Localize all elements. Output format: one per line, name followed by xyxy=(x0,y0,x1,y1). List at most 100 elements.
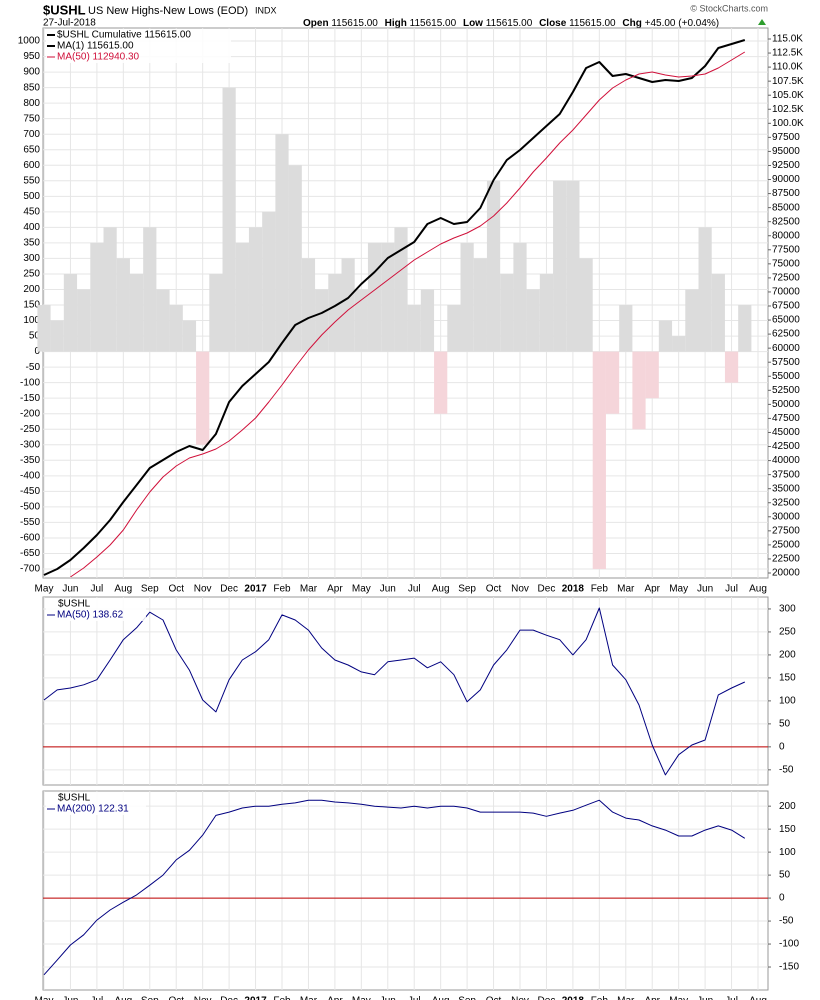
histogram-bar xyxy=(420,289,435,352)
plot-frame xyxy=(42,596,769,786)
y2-tick-label: 50000 xyxy=(772,399,800,410)
x-tick-label: Dec xyxy=(220,996,238,1000)
ohlc-label: Close xyxy=(539,18,567,29)
histogram-bar xyxy=(539,273,554,352)
y-tick-label: -150 xyxy=(779,962,799,973)
y-tick-label: -100 xyxy=(20,377,40,388)
histogram-bar xyxy=(605,351,620,414)
x-tick-label: 2018 xyxy=(562,584,585,595)
x-tick-label: May xyxy=(352,996,371,1000)
y-tick-label: -50 xyxy=(779,764,794,775)
x-tick-label: Sep xyxy=(141,584,159,595)
histogram-bar xyxy=(460,242,474,352)
histogram-bar xyxy=(645,351,659,399)
x-tick-label: Dec xyxy=(538,996,556,1000)
x-tick-label: Nov xyxy=(511,584,529,595)
y-tick-label: 200 xyxy=(23,284,40,295)
x-tick-label: Jul xyxy=(90,996,103,1000)
y-tick-label: -700 xyxy=(20,564,40,575)
symbol-name: US New Highs-New Lows (EOD) xyxy=(88,5,248,17)
histogram-bar xyxy=(248,227,263,352)
legend-label: MA(50) 138.62 xyxy=(57,610,124,621)
histogram-bar xyxy=(143,227,157,352)
histogram-bar xyxy=(77,289,91,352)
histogram-bar xyxy=(724,351,739,383)
histogram-bar xyxy=(672,336,686,352)
x-tick-label: Feb xyxy=(273,584,291,595)
y-tick-label: 250 xyxy=(23,269,40,280)
histogram-bar xyxy=(169,305,183,352)
x-tick-label: Mar xyxy=(300,584,318,595)
histogram-bar xyxy=(354,289,368,352)
y-tick-label: 700 xyxy=(23,129,40,140)
histogram-bar xyxy=(235,242,249,352)
y2-tick-label: 40000 xyxy=(772,455,800,466)
y-tick-label: 100 xyxy=(23,315,40,326)
x-tick-label: May xyxy=(35,996,54,1000)
histogram-bar xyxy=(116,258,130,352)
y-tick-label: 600 xyxy=(23,160,40,171)
x-tick-label: Dec xyxy=(538,584,556,595)
y-tick-label: -150 xyxy=(20,393,40,404)
ohlc-label: High xyxy=(385,18,407,29)
histogram-bar xyxy=(129,273,144,352)
legend-box xyxy=(46,792,146,815)
y-tick-label: 150 xyxy=(779,673,796,684)
y-tick-label: -600 xyxy=(20,533,40,544)
y-tick-label: 350 xyxy=(23,238,40,249)
x-tick-label: May xyxy=(669,584,688,595)
histogram-bar xyxy=(209,273,223,352)
y2-tick-label: 95000 xyxy=(772,146,800,157)
x-tick-label: Jun xyxy=(380,584,396,595)
y-tick-label: 200 xyxy=(779,650,796,661)
x-tick-label: Jun xyxy=(697,996,713,1000)
histogram-bar xyxy=(196,351,210,445)
x-tick-label: Apr xyxy=(644,584,660,595)
y2-tick-label: 67500 xyxy=(772,301,800,312)
histogram-bar xyxy=(486,180,501,352)
x-tick-label: Aug xyxy=(749,996,767,1000)
y2-tick-label: 92500 xyxy=(772,160,800,171)
x-tick-label: Oct xyxy=(486,996,502,1000)
y-tick-label: 1000 xyxy=(18,36,41,47)
y2-tick-label: 105.0K xyxy=(772,90,804,101)
histogram-bar xyxy=(63,273,78,352)
histogram-bar xyxy=(711,273,725,352)
y-tick-label: -650 xyxy=(20,548,40,559)
y-tick-label: 100 xyxy=(779,696,796,707)
legend-title: $USHL Cumulative 115615.00 xyxy=(57,30,191,41)
y2-tick-label: 22500 xyxy=(772,554,800,565)
y-tick-label: -50 xyxy=(26,362,41,373)
y2-tick-label: 47500 xyxy=(772,413,800,424)
histogram-bar xyxy=(222,87,236,352)
y-tick-label: 0 xyxy=(779,893,785,904)
y2-tick-label: 82500 xyxy=(772,216,800,227)
y-tick-label: 500 xyxy=(23,191,40,202)
ohlc-label: Chg xyxy=(622,18,641,29)
x-tick-label: May xyxy=(352,584,371,595)
x-tick-label: 2017 xyxy=(244,584,267,595)
y2-tick-label: 27500 xyxy=(772,525,800,536)
y-tick-label: -100 xyxy=(779,939,799,950)
y2-tick-label: 35000 xyxy=(772,483,800,494)
histogram-bar xyxy=(526,289,540,352)
legend-label: MA(200) 122.31 xyxy=(57,804,129,815)
x-tick-label: Aug xyxy=(432,584,450,595)
x-tick-label: Dec xyxy=(220,584,238,595)
histogram-bar xyxy=(367,242,382,352)
legend-box xyxy=(46,598,146,621)
y2-tick-label: 107.5K xyxy=(772,76,804,87)
x-tick-label: May xyxy=(35,584,54,595)
x-tick-label: Jun xyxy=(380,996,396,1000)
y2-tick-label: 20000 xyxy=(772,568,800,579)
ohlc-label: Low xyxy=(463,18,483,29)
y2-tick-label: 32500 xyxy=(772,497,800,508)
histogram-bar xyxy=(553,180,567,352)
histogram-bar xyxy=(566,180,580,352)
histogram-bar xyxy=(500,273,514,352)
x-tick-label: Jun xyxy=(62,584,78,595)
histogram-bar xyxy=(473,258,487,352)
y-tick-label: 50 xyxy=(779,719,791,730)
y-tick-label: 850 xyxy=(23,82,40,93)
